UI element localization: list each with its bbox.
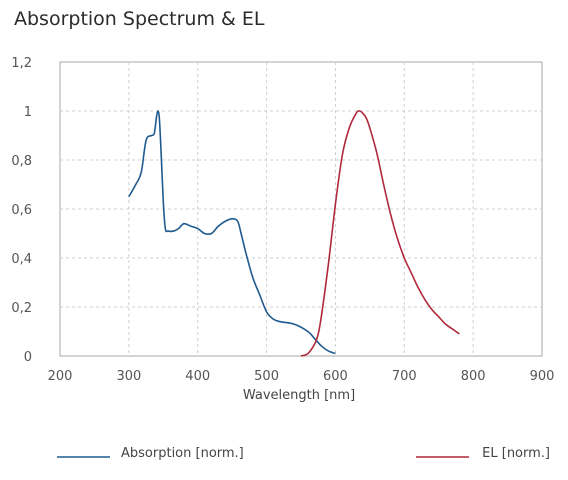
y-tick-label: 0,2: [11, 301, 32, 316]
x-tick-label: 500: [254, 369, 279, 384]
x-tick-label: 800: [461, 369, 486, 384]
x-tick-label: 600: [323, 369, 348, 384]
y-axis-ticks: 0 0,2 0,4 0,6 0,8 1 1,2: [11, 56, 32, 365]
y-tick-label: 0: [24, 350, 32, 365]
x-tick-label: 200: [48, 369, 73, 384]
y-tick-label: 0,4: [11, 252, 32, 267]
x-tick-label: 400: [185, 369, 210, 384]
y-tick-label: 0,8: [11, 154, 32, 169]
legend-label: Absorption [norm.]: [121, 446, 244, 461]
y-tick-label: 1: [24, 105, 32, 120]
y-tick-label: 0,6: [11, 203, 32, 218]
series-lines: [128, 110, 460, 357]
series-line-el-norm: [300, 110, 460, 357]
legend: Absorption [norm.] EL [norm.]: [57, 446, 550, 461]
chart-title: Absorption Spectrum & EL: [14, 8, 265, 30]
x-tick-label: 900: [530, 369, 555, 384]
series-line-absorption-norm: [128, 110, 336, 355]
x-tick-label: 700: [392, 369, 417, 384]
x-axis-label: Wavelength [nm]: [243, 388, 355, 403]
legend-label: EL [norm.]: [482, 446, 550, 461]
x-tick-label: 300: [116, 369, 141, 384]
y-tick-label: 1,2: [11, 56, 32, 71]
x-axis-ticks: 200 300 400 500 600 700 800 900: [48, 369, 555, 384]
grid: [60, 62, 542, 356]
